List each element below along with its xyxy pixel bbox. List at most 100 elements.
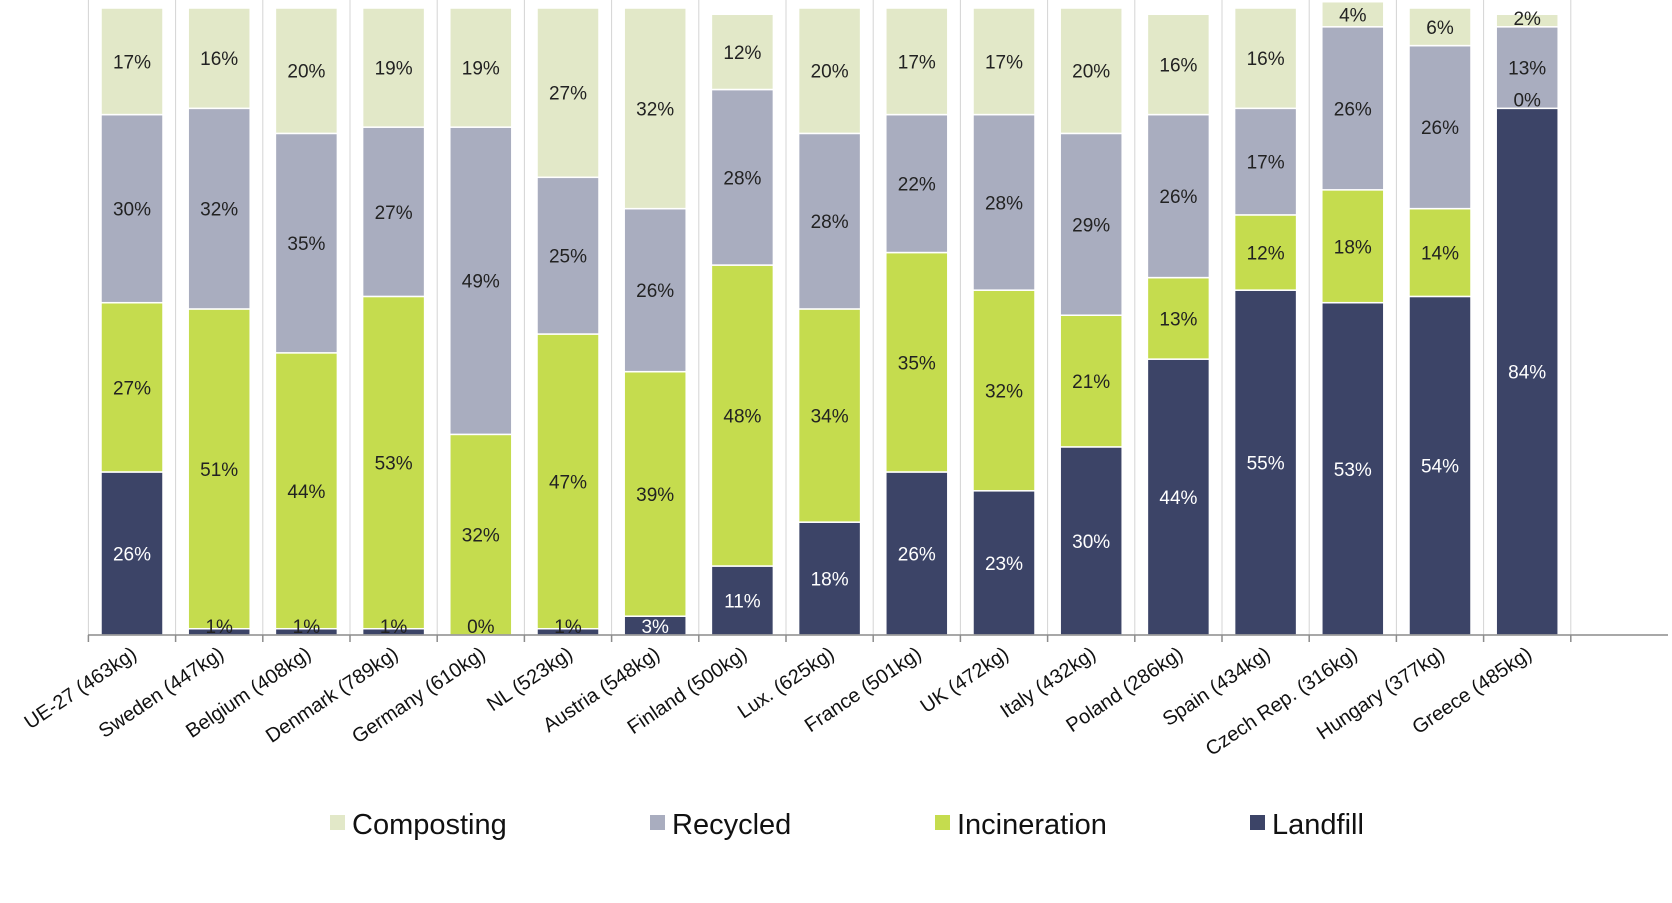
category-separators: [87, 0, 1572, 635]
bar-segment-incineration: [1233, 214, 1298, 291]
bar-stack-germany-610kg: 0% 32% 49% 19%: [449, 7, 513, 638]
bar-segment-landfill: [885, 471, 949, 636]
legend-label: Recycled: [672, 809, 791, 841]
x-axis-ticks: [87, 635, 1572, 642]
data-label-composting: 17%: [898, 52, 936, 73]
data-label-composting: 20%: [1072, 62, 1110, 83]
legend-item-incineration: Incineration: [935, 809, 1107, 841]
data-label-recycled: 49%: [462, 272, 500, 293]
data-label-composting: 2%: [1513, 9, 1541, 30]
data-label-landfill: 53%: [1334, 460, 1372, 481]
data-label-composting: 17%: [113, 52, 151, 73]
data-label-landfill: 1%: [205, 617, 233, 638]
data-label-incineration: 51%: [200, 460, 238, 481]
bar-segment-recycled: [361, 126, 426, 298]
bar-segment-composting: [885, 7, 949, 116]
bar-stack-spain-434kg: 55% 12% 17% 16%: [1233, 7, 1298, 636]
bar-stack-france-501kg: 26% 35% 22% 17%: [885, 7, 949, 636]
data-label-incineration: 18%: [1334, 237, 1372, 258]
bar-segment-composting: [1146, 13, 1211, 116]
bar-segment-incineration: [449, 433, 513, 636]
data-label-recycled: 26%: [1159, 187, 1197, 208]
bar-segment-composting: [972, 7, 1036, 116]
bar-segment-landfill: [1408, 295, 1472, 636]
data-label-landfill: 1%: [554, 617, 582, 638]
bar-segment-recycled: [449, 126, 513, 436]
bar-segment-incineration: [972, 289, 1036, 492]
data-label-recycled: 28%: [985, 193, 1023, 214]
bar-segment-recycled: [1321, 26, 1385, 191]
bar-segment-incineration: [1059, 314, 1123, 448]
data-label-composting: 16%: [1159, 55, 1197, 76]
x-tick-labels: UE-27 (463kg)Sweden (447kg)Belgium (408k…: [21, 643, 1536, 761]
data-label-incineration: 14%: [1421, 244, 1459, 265]
data-label-landfill: 26%: [898, 544, 936, 565]
bar-stack-sweden-447kg: 1% 51% 32% 16%: [187, 7, 251, 638]
data-label-incineration: 27%: [113, 378, 151, 399]
bar-segment-landfill: [1233, 289, 1298, 636]
bar-segment-composting: [1059, 7, 1123, 135]
bar-segment-landfill: [710, 565, 775, 636]
bar-segment-composting: [1408, 7, 1472, 47]
data-label-composting: 4%: [1339, 5, 1367, 26]
bar-segment-composting: [1321, 0, 1385, 28]
legend-swatch: [650, 815, 665, 830]
data-label-landfill: 55%: [1247, 454, 1285, 475]
legend-swatch: [935, 815, 950, 830]
bar-segment-composting: [187, 7, 251, 110]
bar-segment-recycled: [187, 107, 251, 310]
legend-label: Incineration: [957, 809, 1107, 841]
legend-label: Composting: [352, 809, 507, 841]
data-label-recycled: 30%: [113, 200, 151, 221]
bar-segment-incineration: [885, 251, 949, 473]
legend-item-composting: Composting: [330, 809, 507, 841]
data-label-incineration: 12%: [1247, 244, 1285, 265]
data-label-recycled: 22%: [898, 175, 936, 196]
bar-segment-composting: [623, 7, 687, 210]
data-label-incineration: 53%: [375, 454, 413, 475]
data-label-recycled: 35%: [287, 234, 325, 255]
bars: 26% 27% 30% 17% 1% 51% 32% 16% 1% 44% 35% 20% 1% 53% 2…: [100, 0, 1559, 638]
bar-segment-recycled: [710, 88, 775, 266]
data-label-landfill: 84%: [1508, 363, 1546, 384]
bar-stack-czech-rep-316kg: 53% 18% 26% 4%: [1321, 0, 1385, 636]
bar-segment-landfill: [797, 521, 862, 636]
data-label-incineration: 32%: [462, 526, 500, 547]
data-label-composting: 16%: [1247, 49, 1285, 70]
data-label-composting: 27%: [549, 84, 587, 105]
data-label-landfill: 11%: [724, 592, 761, 613]
bar-segment-landfill: [972, 490, 1036, 636]
bar-segment-composting: [710, 13, 775, 91]
bar-stack-greece-485kg: 84% 0% 13% 2%: [1495, 9, 1559, 636]
data-label-incineration: 47%: [549, 472, 587, 493]
data-label-landfill: 23%: [985, 554, 1023, 575]
legend: Composting Recycled Incineration Landfill: [330, 809, 1364, 841]
bar-segment-recycled: [274, 132, 339, 354]
bar-segment-landfill: [1495, 107, 1559, 636]
bar-segment-recycled: [1495, 26, 1559, 110]
data-label-recycled: 26%: [1334, 99, 1372, 120]
bar-stack-nl-523kg: 1% 47% 25% 27%: [536, 7, 600, 638]
data-label-incineration: 44%: [287, 482, 325, 503]
bar-segment-recycled: [1233, 107, 1298, 216]
data-label-landfill: 54%: [1421, 457, 1459, 478]
data-label-recycled: 26%: [636, 281, 674, 302]
data-label-composting: 19%: [462, 59, 500, 80]
data-label-recycled: 13%: [1508, 59, 1546, 80]
data-label-incineration: 0%: [1513, 90, 1541, 111]
bar-segment-incineration: [623, 370, 687, 617]
data-label-composting: 32%: [636, 99, 674, 120]
bar-segment-composting: [274, 7, 339, 135]
bar-segment-composting: [1495, 13, 1559, 28]
bar-segment-recycled: [1146, 113, 1211, 279]
data-label-landfill: 3%: [641, 617, 669, 638]
data-label-composting: 20%: [811, 62, 849, 83]
data-label-incineration: 48%: [723, 407, 761, 428]
bar-stack-hungary-377kg: 54% 14% 26% 6%: [1408, 7, 1472, 636]
data-label-recycled: 28%: [811, 212, 849, 233]
bar-stack-austria-548kg: 3% 39% 26% 32%: [623, 7, 687, 638]
x-tick-label: Czech Rep. (316kg): [1202, 643, 1362, 761]
data-label-landfill: 26%: [113, 544, 151, 565]
